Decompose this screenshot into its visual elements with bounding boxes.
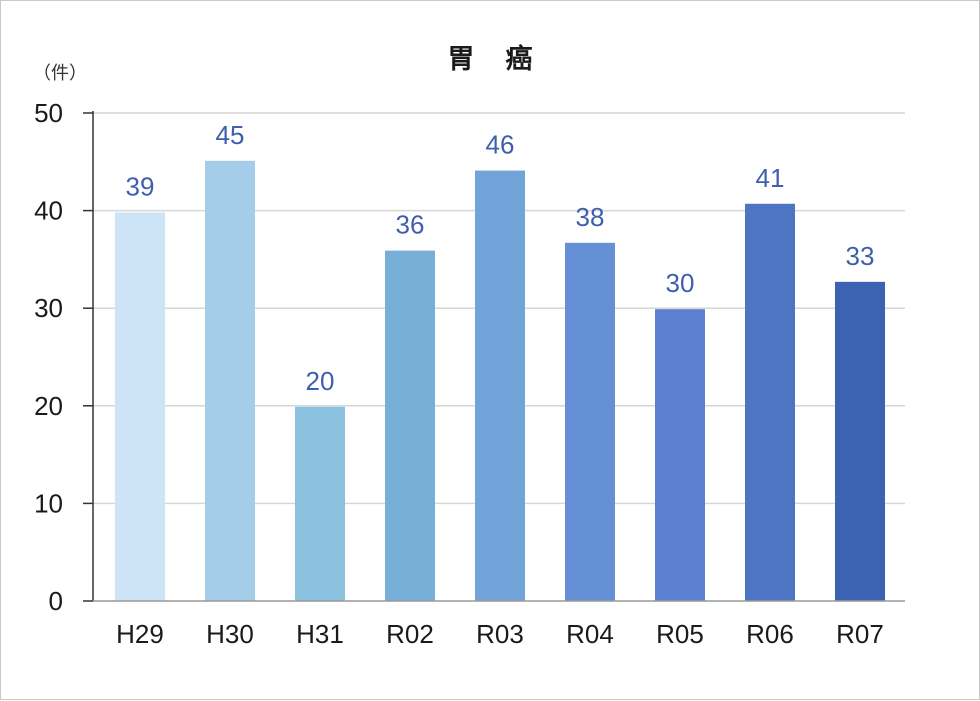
chart-title: 胃 癌 — [448, 43, 535, 74]
bars-group — [115, 160, 885, 602]
x-tick-label-R07: R07 — [836, 619, 884, 649]
x-tick-label-R05: R05 — [656, 619, 704, 649]
x-tick-label-H31: H31 — [296, 619, 344, 649]
data-label-R02: 36 — [396, 210, 425, 240]
bar-H29 — [115, 212, 165, 601]
y-tick-label: 40 — [34, 196, 63, 226]
data-label-R07: 33 — [846, 241, 875, 271]
bar-R05 — [655, 309, 705, 601]
bar-R07 — [835, 281, 885, 601]
x-tick-label-R06: R06 — [746, 619, 794, 649]
data-label-R04: 38 — [576, 202, 605, 232]
y-tick-label: 30 — [34, 293, 63, 323]
axes-group: 0 10 20 30 40 50 — [34, 98, 905, 616]
data-label-H31: 20 — [306, 366, 335, 396]
x-tick-label-R03: R03 — [476, 619, 524, 649]
bar-H30 — [205, 160, 255, 601]
x-tick-label-H29: H29 — [116, 619, 164, 649]
y-tick-label: 50 — [34, 98, 63, 128]
bar-H31 — [295, 406, 345, 601]
bar-R02 — [385, 250, 435, 601]
data-label-H30: 45 — [216, 120, 245, 150]
y-tick-label: 10 — [34, 488, 63, 518]
data-label-R06: 41 — [756, 163, 785, 193]
data-label-R03: 46 — [486, 130, 515, 160]
labels-group: 39 H29 45 H30 20 H31 36 R02 46 R03 38 R04 30 R05 41 R06… — [116, 120, 884, 649]
bar-R04 — [565, 242, 615, 602]
data-label-R05: 30 — [666, 268, 695, 298]
y-tick-label: 0 — [49, 586, 63, 616]
x-tick-label-R02: R02 — [386, 619, 434, 649]
x-tick-label-R04: R04 — [566, 619, 614, 649]
y-axis-unit-label: （件） — [33, 63, 87, 83]
bar-R06 — [745, 203, 795, 601]
x-tick-label-H30: H30 — [206, 619, 254, 649]
y-tick-label: 20 — [34, 391, 63, 421]
bar-R03 — [475, 170, 525, 602]
data-label-H29: 39 — [126, 172, 155, 202]
